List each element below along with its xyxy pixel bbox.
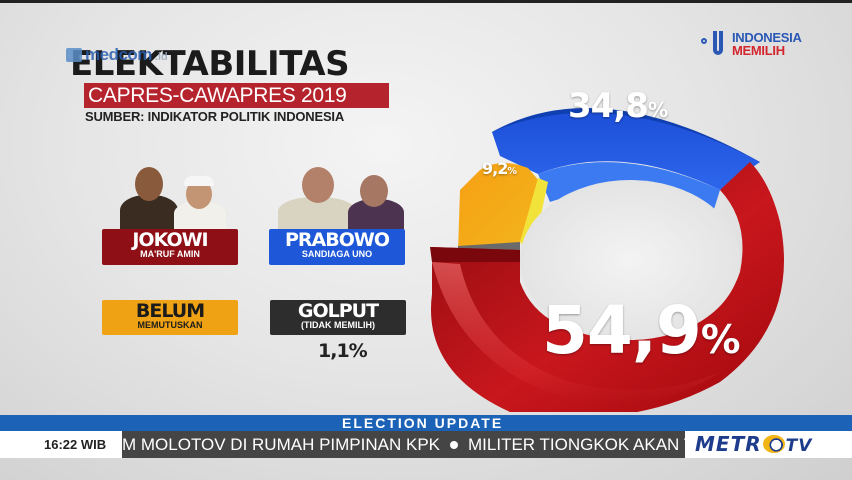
election-update-bar <box>0 415 852 431</box>
donut-chart: 34,8% 9,2% 54,9% <box>420 82 820 418</box>
belum-value-label: 9,2% <box>482 159 517 178</box>
jokowi-legend-badge: JOKOWI MA'RUF AMIN <box>102 229 238 265</box>
ticker-item: MILITER TIONGKOK AKAN TINGKAT <box>468 435 687 454</box>
jokowi-segment <box>430 162 784 418</box>
metro-tv-logo: METR TV <box>695 432 813 456</box>
bullet-icon <box>450 440 459 449</box>
prabowo-sandiaga-photo <box>276 167 406 229</box>
clock-box <box>0 431 122 458</box>
news-ticker: M MOLOTOV DI RUMAH PIMPINAN KPK MILITER T… <box>122 431 687 458</box>
belum-segment <box>458 162 540 252</box>
medcom-logo-icon <box>66 48 82 62</box>
chart-title: ELEKTABILITAS <box>70 44 350 84</box>
indonesia-memilih-logo: INDONESIA MEMILIH <box>701 29 802 59</box>
chart-source: SUMBER: INDIKATOR POLITIK INDONESIA <box>85 109 345 124</box>
chart-subtitle: CAPRES-CAWAPRES 2019 <box>84 83 389 108</box>
ticker-item: M MOLOTOV DI RUMAH PIMPINAN KPK <box>122 435 441 454</box>
golput-legend-badge: GOLPUT (TIDAK MEMILIH) <box>270 300 406 335</box>
prabowo-value-label: 34,8% <box>568 86 668 126</box>
jokowi-amin-photo <box>118 167 228 229</box>
election-update-label: ELECTION UPDATE <box>342 415 504 431</box>
prabowo-legend-badge: PRABOWO SANDIAGA UNO <box>269 229 405 265</box>
top-border <box>0 0 852 3</box>
belum-memutuskan-legend-badge: BELUM MEMUTUSKAN <box>102 300 238 335</box>
ballot-hand-icon <box>701 29 729 59</box>
clock-time: 16:22 WIB <box>44 437 107 452</box>
eagle-icon <box>762 434 785 453</box>
medcom-watermark: medcom .id <box>66 45 168 64</box>
jokowi-value-label: 54,9% <box>542 292 740 369</box>
golput-value: 1,1% <box>318 340 368 362</box>
